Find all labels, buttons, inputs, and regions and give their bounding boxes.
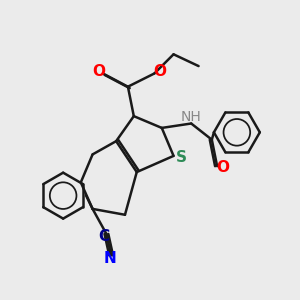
Text: N: N bbox=[103, 251, 116, 266]
Text: O: O bbox=[216, 160, 229, 175]
Text: O: O bbox=[153, 64, 166, 79]
Text: O: O bbox=[92, 64, 105, 79]
Text: C: C bbox=[98, 230, 110, 244]
Text: S: S bbox=[176, 150, 187, 165]
Text: NH: NH bbox=[181, 110, 202, 124]
